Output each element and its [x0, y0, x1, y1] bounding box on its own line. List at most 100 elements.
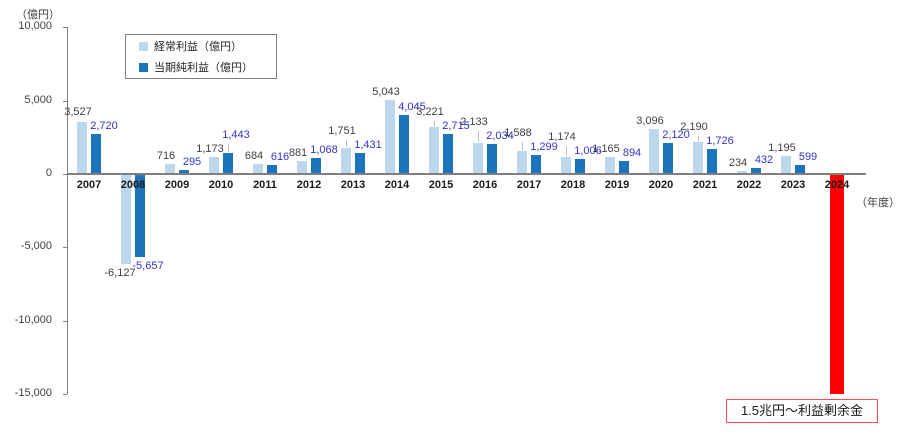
bar-net-income-2020: [663, 142, 673, 174]
label-leader-line-2018: [566, 146, 567, 156]
bar-net-income-2022: [751, 167, 761, 174]
data-label-net-income-2009: 295: [182, 155, 202, 168]
bar-ordinary-profit-2012: [297, 161, 307, 174]
y-axis-line: [67, 27, 68, 394]
y-tick-label: -10,000: [14, 313, 52, 326]
x-tick-label-2020: 2020: [648, 179, 674, 191]
legend-label-net-income: 当期純利益（億円）: [154, 62, 253, 74]
x-axis-unit-label: （年度）: [856, 197, 900, 209]
bar-ordinary-profit-2010: [209, 156, 219, 174]
data-label-ordinary-profit-2019: 1,165: [592, 142, 620, 155]
bar-net-income-2023: [795, 165, 805, 174]
bar-net-income-2007: [91, 134, 101, 174]
data-label-net-income-2007: 2,720: [90, 120, 118, 133]
y-tick-label: 0: [45, 167, 52, 179]
x-tick-label-2012: 2012: [296, 179, 322, 191]
label-leader-line-2021: [698, 135, 699, 141]
x-tick-label-2009: 2009: [164, 179, 190, 191]
bar-net-income-2011: [267, 164, 277, 174]
data-label-net-income-2014: 4,045: [398, 100, 426, 113]
data-label-ordinary-profit-2009: 716: [156, 149, 176, 162]
data-label-ordinary-profit-2023: 1,195: [768, 142, 796, 155]
bar-net-income-2012: [311, 158, 321, 174]
data-label-net-income-2023: 599: [798, 151, 818, 164]
data-label-net-income-2020: 2,120: [662, 128, 690, 141]
bar-net-income-2015: [443, 134, 453, 174]
bar-ordinary-profit-2021: [693, 141, 703, 174]
x-tick-label-2014: 2014: [384, 179, 410, 191]
label-leader-line-2016: [478, 131, 479, 142]
data-label-ordinary-profit-2015: 3,221: [416, 106, 444, 119]
x-tick-label-2017: 2017: [516, 179, 542, 191]
data-label-ordinary-profit-2021: 2,190: [680, 120, 708, 133]
label-leader-line-2013: [346, 140, 347, 148]
data-label-ordinary-profit-2018: 1,174: [548, 131, 576, 144]
data-label-net-income-2012: 1,068: [310, 144, 338, 157]
data-label-ordinary-profit-2007: 3,527: [64, 106, 92, 119]
data-label-ordinary-profit-2020: 3,096: [636, 114, 664, 127]
data-label-ordinary-profit-2017: 1,588: [504, 126, 532, 139]
x-tick-label-2019: 2019: [604, 179, 630, 191]
legend-label-ordinary-profit: 経常利益（億円）: [154, 41, 242, 53]
data-label-net-income-2018: 1,006: [574, 145, 602, 158]
data-label-ordinary-profit-2016: 2,133: [460, 116, 488, 129]
data-label-net-income-2008: -5,657: [132, 259, 164, 272]
label-leader-line-2015: [434, 121, 435, 126]
bar-net-income-2010: [223, 152, 233, 174]
y-axis-unit-label: （億円）: [16, 9, 60, 21]
y-tick-label: 10,000: [18, 20, 52, 33]
label-leader-line-2017: [522, 141, 523, 150]
x-tick-label-2008: 2008: [120, 179, 146, 191]
y-tick-label: 5,000: [24, 93, 52, 106]
y-tick-label: -15,000: [14, 386, 52, 399]
bar-ordinary-profit-2015: [429, 126, 439, 174]
bar-ordinary-profit-2008: [121, 174, 131, 264]
data-label-ordinary-profit-2008: -6,127: [104, 266, 136, 279]
data-label-net-income-2017: 1,299: [530, 140, 558, 153]
x-tick-label-2007: 2007: [76, 179, 102, 191]
legend-swatch-ordinary-profit: [139, 41, 148, 51]
data-label-net-income-2022: 432: [754, 153, 774, 166]
bar-net-income-2017: [531, 154, 541, 174]
x-tick-label-2013: 2013: [340, 179, 366, 191]
x-tick-label-2023: 2023: [780, 179, 806, 191]
annotation-label-box: 1.5兆円～利益剰余金: [726, 399, 878, 423]
y-tick-mark: [63, 27, 67, 29]
bar-net-income-2021: [707, 148, 717, 174]
data-label-ordinary-profit-2022: 234: [728, 156, 748, 169]
data-label-ordinary-profit-2012: 881: [288, 147, 308, 160]
bar-ordinary-profit-2011: [253, 163, 263, 174]
x-tick-label-2022: 2022: [736, 179, 762, 191]
x-axis-line: [67, 173, 866, 175]
data-label-net-income-2013: 1,431: [354, 139, 382, 152]
x-tick-label-2021: 2021: [692, 179, 718, 191]
bar-ordinary-profit-2019: [605, 156, 615, 174]
y-tick-mark: [63, 174, 67, 175]
legend-item-ordinary-profit: 経常利益（億円）: [126, 38, 276, 54]
data-label-net-income-2011: 616: [270, 150, 290, 163]
data-label-ordinary-profit-2014: 5,043: [372, 86, 400, 99]
bar-ordinary-profit-2018: [561, 156, 571, 174]
x-tick-label-2018: 2018: [560, 179, 586, 191]
data-label-net-income-2021: 1,726: [706, 134, 734, 147]
bar-ordinary-profit-2009: [165, 163, 175, 174]
label-leader-line-2010: [228, 143, 229, 152]
data-label-ordinary-profit-2013: 1,751: [328, 125, 356, 138]
bar-ordinary-profit-2022: [737, 170, 747, 174]
y-tick-mark: [63, 100, 67, 102]
bar-net-income-2016: [487, 144, 497, 174]
y-tick-mark: [63, 247, 67, 249]
data-label-net-income-2010: 1,443: [222, 128, 250, 141]
bar-net-income-2014: [399, 114, 409, 174]
bar-net-income-2013: [355, 153, 365, 174]
data-label-net-income-2016: 2,034: [486, 130, 514, 143]
bar-net-income-2018: [575, 159, 585, 174]
x-tick-label-2010: 2010: [208, 179, 234, 191]
y-tick-label: -5,000: [20, 240, 52, 253]
bar-ordinary-profit-2016: [473, 142, 483, 174]
x-tick-label-2011: 2011: [253, 179, 277, 191]
data-label-net-income-2019: 894: [622, 146, 642, 159]
data-label-net-income-2015: 2,715: [442, 120, 470, 133]
